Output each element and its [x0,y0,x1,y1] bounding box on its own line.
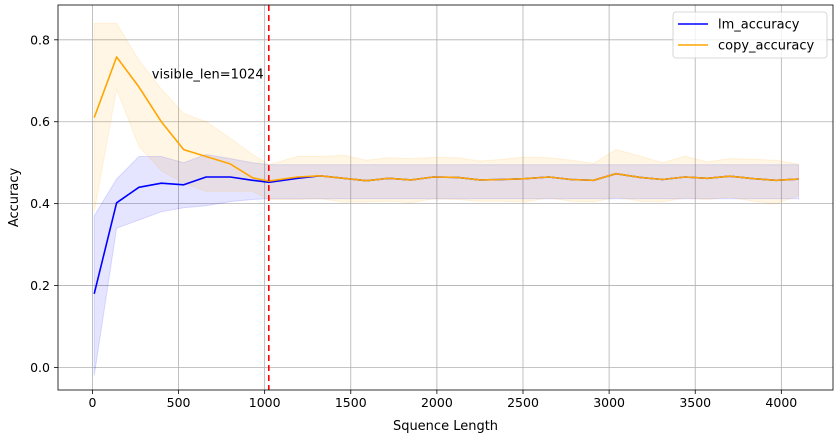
x-tick-label: 2500 [507,395,539,410]
y-axis-label: Accuracy [7,168,22,228]
legend: lm_accuracy copy_accuracy [672,11,828,59]
x-tick-label: 4000 [765,395,797,410]
y-tick-label: 0.8 [30,32,50,47]
copy_accuracy-line [93,56,799,182]
x-tick-label: 1000 [249,395,281,410]
y-tick-label: 0.4 [30,196,50,211]
x-tick-label: 2000 [421,395,453,410]
annotation-text: visible_len=1024 [152,68,264,83]
y-tick-label: 0.2 [30,278,50,293]
x-tick-label: 1500 [335,395,367,410]
legend-label-lm_accuracy: lm_accuracy [718,18,800,33]
series-lines [93,56,799,294]
y-tick-label: 0.0 [30,360,50,375]
legend-label-copy_accuracy: copy_accuracy [718,39,815,54]
y-tick-label: 0.6 [30,114,50,129]
x-tick-label: 3000 [593,395,625,410]
plot-frame [57,4,834,391]
copy_accuracy-band [93,22,800,212]
x-tick-label: 0 [88,395,96,410]
legend-box [672,11,828,59]
x-tick-label: 3500 [679,395,711,410]
ticks: 0 500 1000 1500 2000 2500 3000 3500 4000 0.0 0.2 0.… [30,32,797,410]
x-tick-label: 500 [167,395,191,410]
x-axis-label: Squence Length [393,419,498,434]
